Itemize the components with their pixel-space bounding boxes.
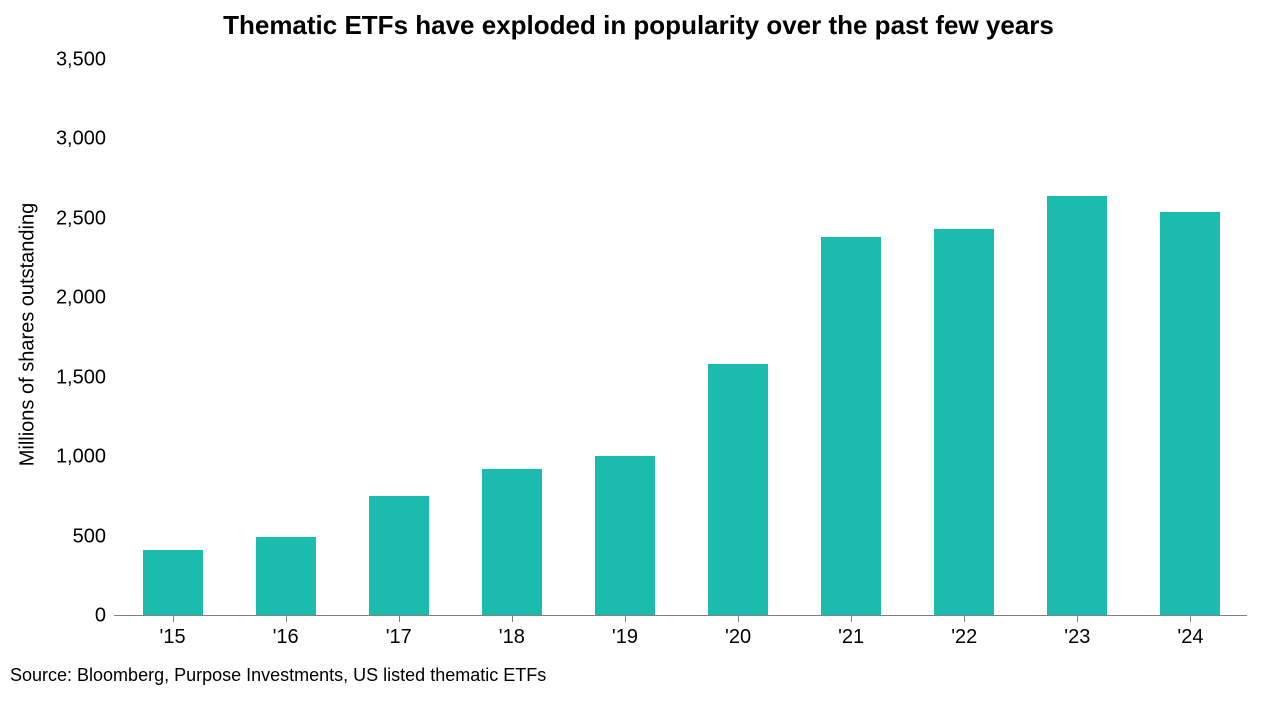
x-tick xyxy=(1190,616,1191,622)
bar xyxy=(143,550,203,615)
y-tick-label: 0 xyxy=(95,605,106,628)
x-tick-label: '18 xyxy=(499,626,525,649)
y-tick-label: 500 xyxy=(73,525,106,548)
y-tick-label: 3,000 xyxy=(56,128,106,151)
x-tick-label: '23 xyxy=(1064,626,1090,649)
bar xyxy=(1047,196,1107,615)
y-tick-label: 3,500 xyxy=(56,49,106,72)
chart-title: Thematic ETFs have exploded in popularit… xyxy=(0,10,1277,41)
x-tick-label: '19 xyxy=(612,626,638,649)
x-tick-label: '16 xyxy=(273,626,299,649)
x-tick-label: '22 xyxy=(951,626,977,649)
y-tick-label: 1,000 xyxy=(56,446,106,469)
source-note: Source: Bloomberg, Purpose Investments, … xyxy=(10,665,546,686)
bar xyxy=(482,469,542,615)
bar xyxy=(934,229,994,615)
x-tick-label: '20 xyxy=(725,626,751,649)
bar xyxy=(1160,212,1220,615)
bar xyxy=(821,237,881,615)
x-tick xyxy=(173,616,174,622)
y-tick-label: 2,500 xyxy=(56,207,106,230)
y-tick-label: 1,500 xyxy=(56,366,106,389)
x-tick-label: '24 xyxy=(1177,626,1203,649)
x-tick xyxy=(851,616,852,622)
x-tick-label: '15 xyxy=(160,626,186,649)
x-tick xyxy=(512,616,513,622)
bar xyxy=(369,496,429,615)
plot-area: 05001,0001,5002,0002,5003,0003,500'15'16… xyxy=(116,60,1247,616)
bar xyxy=(595,456,655,615)
x-tick xyxy=(964,616,965,622)
x-tick xyxy=(1077,616,1078,622)
y-tick-label: 2,000 xyxy=(56,287,106,310)
x-tick xyxy=(625,616,626,622)
x-tick-label: '17 xyxy=(386,626,412,649)
x-tick xyxy=(399,616,400,622)
x-tick xyxy=(738,616,739,622)
x-tick-label: '21 xyxy=(838,626,864,649)
x-tick xyxy=(286,616,287,622)
y-axis-label: Millions of shares outstanding xyxy=(17,185,40,485)
bar xyxy=(256,537,316,615)
bar xyxy=(708,364,768,615)
